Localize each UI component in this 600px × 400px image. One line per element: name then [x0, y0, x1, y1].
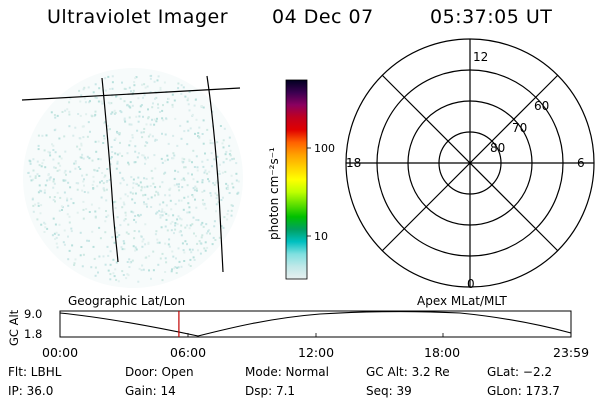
timeline-y-axis-label: GC Alt [7, 309, 21, 346]
orbit-timeline: Geographic Lat/Lon Apex MLat/MLT 9.0 1.8… [7, 294, 572, 346]
colorbar-tick-label: 100 [314, 142, 335, 155]
mlat-label: 60 [534, 99, 549, 113]
mlat-label: 70 [512, 121, 527, 135]
flight-filter-info: Flt: LBHL [8, 365, 62, 379]
geographic-meridian-line [101, 77, 119, 263]
geographic-meridian-line [206, 75, 224, 273]
dsp-info: Dsp: 7.1 [245, 384, 296, 398]
time-tick-label: 12:00 [298, 345, 334, 360]
polar-diagonal [381, 74, 559, 252]
mlt-label: 12 [473, 50, 488, 64]
time-label: 05:37:05 UT [430, 6, 553, 28]
gain-info: Gain: 14 [125, 384, 176, 398]
app-title: Ultraviolet Imager [47, 6, 229, 28]
timeline-y-min: 1.8 [24, 327, 42, 341]
altitude-curve [59, 311, 572, 337]
geographic-longitude-info: GLon: 173.7 [487, 384, 560, 398]
door-status: Door: Open [125, 365, 194, 379]
uv-image [21, 68, 243, 288]
mlt-label: 6 [577, 156, 585, 170]
mlt-label: 0 [467, 277, 475, 291]
geographic-latitude-info: GLat: −2.2 [487, 365, 553, 379]
mlat-label: 80 [490, 141, 505, 155]
mode-info: Mode: Normal [245, 365, 329, 379]
time-tick-label: 23:59 [553, 345, 589, 360]
timeline-left-title: Geographic Lat/Lon [68, 294, 185, 308]
ip-info: IP: 36.0 [8, 384, 54, 398]
gc-altitude-info: GC Alt: 3.2 Re [366, 365, 450, 379]
date-label: 04 Dec 07 [272, 6, 374, 28]
geographic-latitude-line [21, 87, 241, 101]
timeline-right-title: Apex MLat/MLT [417, 294, 507, 308]
polar-plot [345, 38, 595, 288]
time-tick-label: 00:00 [42, 345, 78, 360]
sequence-info: Seq: 39 [366, 384, 412, 398]
timeline-y-max: 9.0 [24, 307, 42, 321]
time-tick-label: 06:00 [170, 345, 206, 360]
time-tick-label: 18:00 [424, 345, 460, 360]
colorbar-unit-label: photon cm⁻²s⁻¹ [267, 147, 281, 240]
mlt-label: 18 [346, 156, 361, 170]
colorbar: 100 10 photon cm⁻²s⁻¹ [267, 79, 335, 280]
colorbar-tick-label: 10 [314, 230, 328, 243]
